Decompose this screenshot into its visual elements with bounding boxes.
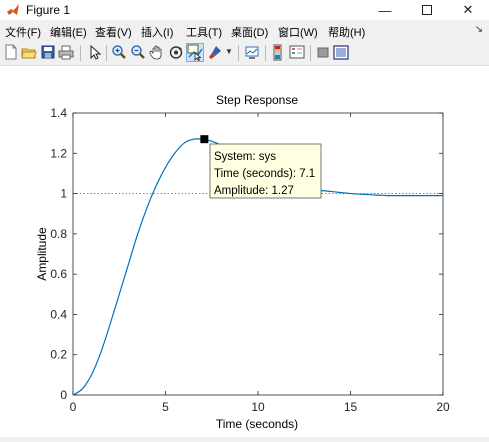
- maximize-button[interactable]: [406, 0, 448, 20]
- figure-canvas[interactable]: Step Response 0 5 10 15 20 0 0.2 0.4 0.6 0.8 1 1.2 1…: [0, 66, 489, 437]
- toolbar-separator: [106, 45, 107, 61]
- y-tick-label: 1.4: [50, 106, 67, 120]
- hide-plot-tools-icon[interactable]: [315, 44, 331, 61]
- pan-icon[interactable]: [149, 44, 165, 61]
- data-cursor-icon[interactable]: [186, 43, 204, 62]
- y-tick-label: 0.2: [50, 348, 67, 362]
- datatip-marker[interactable]: [200, 135, 209, 144]
- menu-window[interactable]: 窗口(W): [278, 27, 318, 39]
- toolbar-separator: [80, 45, 81, 61]
- x-axis-label: Time (seconds): [216, 417, 298, 431]
- legend-icon[interactable]: [289, 44, 305, 61]
- x-tick-label: 20: [436, 400, 450, 414]
- y-axis-label: Amplitude: [35, 227, 49, 281]
- menu-insert[interactable]: 插入(I): [141, 27, 174, 39]
- datatip-time: Time (seconds): 7.1: [214, 168, 315, 180]
- x-tick-label: 15: [344, 400, 358, 414]
- dock-arrow-icon[interactable]: ↘: [474, 24, 483, 35]
- minimize-button[interactable]: —: [364, 0, 406, 20]
- rotate-3d-icon[interactable]: [168, 44, 184, 61]
- zoom-out-icon[interactable]: [130, 44, 146, 61]
- y-tick-label: 0.8: [50, 227, 67, 241]
- menu-bar: 文件(F) 编辑(E) 查看(V) 插入(I) 工具(T) 桌面(D) 窗口(W…: [0, 21, 489, 40]
- new-figure-icon[interactable]: [3, 44, 19, 61]
- toolbar-separator: [310, 45, 311, 61]
- menu-file[interactable]: 文件(F): [5, 27, 42, 39]
- y-tick-label: 0.6: [50, 267, 67, 281]
- menu-help[interactable]: 帮助(H): [328, 27, 366, 39]
- chevron-down-icon[interactable]: ▼: [225, 47, 233, 56]
- menu-tools[interactable]: 工具(T): [186, 27, 223, 39]
- datatip-amplitude: Amplitude: 1.27: [214, 185, 294, 197]
- step-response-line[interactable]: [72, 138, 443, 396]
- datatip-system: System: sys: [214, 151, 276, 163]
- link-plot-icon[interactable]: [244, 44, 260, 61]
- matlab-icon: [7, 4, 19, 15]
- colorbar-icon[interactable]: [270, 44, 286, 61]
- open-icon[interactable]: [21, 44, 37, 61]
- show-plot-tools-icon[interactable]: [333, 44, 349, 61]
- datatip-background: [209, 143, 322, 199]
- menu-edit[interactable]: 编辑(E): [50, 27, 87, 39]
- datatip-box[interactable]: System: sys Time (seconds): 7.1 Amplitud…: [209, 143, 322, 199]
- zoom-in-icon[interactable]: [111, 44, 127, 61]
- close-button[interactable]: ✕: [447, 0, 489, 20]
- maximize-icon: [422, 5, 432, 15]
- toolbar-separator: [238, 45, 239, 61]
- edit-plot-icon[interactable]: [86, 44, 102, 61]
- y-tick-label: 0.4: [50, 307, 67, 321]
- save-icon[interactable]: [40, 44, 56, 61]
- x-tick-label: 10: [251, 400, 265, 414]
- window-title: Figure 1: [26, 3, 71, 17]
- close-icon: ✕: [462, 2, 474, 17]
- y-tick-label: 1: [60, 187, 67, 201]
- chart-title: Step Response: [216, 93, 298, 107]
- title-bar: Figure 1 — ✕: [0, 0, 489, 20]
- axis-ticks: 0 5 10 15 20 0 0.2 0.4 0.6 0.8 1 1.2 1.4: [50, 106, 450, 414]
- x-tick-label: 5: [162, 400, 169, 414]
- figure-toolbar: ▼: [0, 41, 489, 66]
- menu-desktop[interactable]: 桌面(D): [231, 27, 269, 39]
- y-tick-label: 0: [60, 388, 67, 402]
- minimize-icon: —: [378, 2, 392, 18]
- toolbar-separator: [265, 45, 266, 61]
- x-tick-label: 0: [70, 400, 77, 414]
- menu-view[interactable]: 查看(V): [95, 27, 132, 39]
- y-tick-label: 1.2: [50, 146, 67, 160]
- step-response-chart[interactable]: Step Response 0 5 10 15 20 0 0.2 0.4 0.6 0.8 1 1.2 1…: [0, 66, 489, 437]
- print-icon[interactable]: [58, 44, 74, 61]
- brush-icon[interactable]: [207, 44, 223, 61]
